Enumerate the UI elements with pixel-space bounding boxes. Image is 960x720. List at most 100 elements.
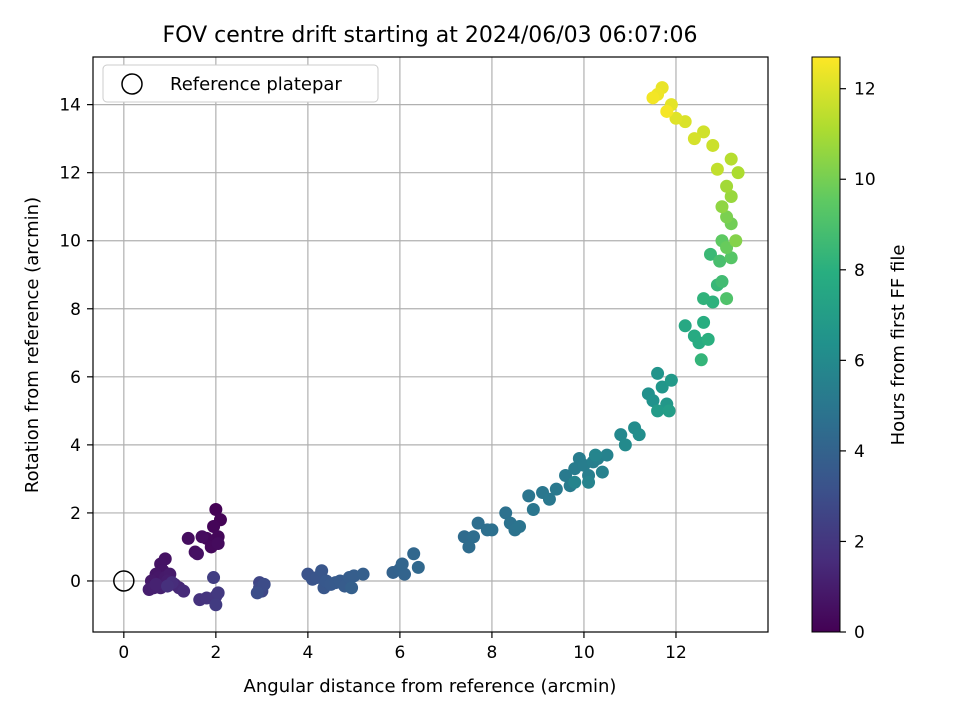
data-point: [177, 584, 191, 598]
data-point: [600, 448, 614, 462]
data-point: [703, 247, 717, 261]
y-tick-label: 10: [59, 232, 81, 252]
data-point: [411, 560, 425, 574]
x-axis-ticks: 0 2 4 6 8 10 12: [118, 632, 687, 663]
data-point: [559, 468, 573, 482]
data-point: [407, 547, 421, 561]
data-point: [485, 523, 499, 537]
legend-box: [102, 64, 379, 103]
data-point: [549, 482, 563, 496]
data-point: [662, 404, 676, 418]
data-point: [651, 404, 665, 418]
data-point: [646, 91, 660, 105]
x-tick-label: 4: [302, 643, 313, 663]
colorbar-ticks: 0 2 4 6 8 10 12: [840, 80, 876, 643]
data-point: [655, 380, 669, 394]
data-point: [664, 373, 678, 387]
data-point: [568, 475, 582, 489]
y-axis-ticks: 0 2 4 6 8 10 12 14: [59, 96, 93, 592]
data-point: [195, 530, 209, 544]
data-point: [715, 200, 729, 214]
data-point: [724, 251, 738, 265]
data-point: [720, 210, 734, 224]
colorbar-gradient: [811, 56, 841, 633]
data-point: [467, 530, 481, 544]
data-point: [526, 503, 540, 517]
colorbar-tick-label: 8: [854, 261, 865, 281]
x-tick-label: 12: [665, 643, 687, 663]
colorbar-tick-label: 10: [854, 170, 876, 190]
colorbar-tick-label: 4: [854, 442, 865, 462]
legend-marker-icon: [121, 73, 143, 95]
data-point: [697, 315, 711, 329]
data-point: [729, 234, 743, 248]
data-point: [395, 557, 409, 571]
legend: Reference platepar: [102, 64, 379, 103]
data-point: [669, 111, 683, 125]
data-point: [345, 581, 359, 595]
data-point: [651, 366, 665, 380]
y-axis-label: Rotation from reference (arcmin): [22, 197, 43, 493]
data-point: [499, 506, 513, 520]
data-point: [697, 125, 711, 139]
data-point: [513, 520, 527, 534]
data-point: [149, 577, 163, 591]
data-point: [207, 571, 221, 585]
chart-title: FOV centre drift starting at 2024/06/03 …: [163, 23, 698, 48]
x-tick-label: 0: [118, 643, 129, 663]
y-tick-label: 4: [70, 436, 81, 456]
data-point: [720, 179, 734, 193]
x-axis-label: Angular distance from reference (arcmin): [244, 676, 617, 697]
data-point: [720, 292, 734, 306]
y-tick-label: 0: [70, 572, 81, 592]
colorbar-tick-label: 0: [854, 623, 865, 643]
data-point: [462, 540, 476, 554]
data-point: [209, 598, 223, 612]
data-point: [207, 520, 221, 534]
data-point: [720, 241, 734, 255]
reference-platepar-marker: [113, 570, 135, 592]
data-point: [190, 547, 204, 561]
plot-frame: [92, 56, 769, 633]
data-point: [457, 530, 471, 544]
data-point: [398, 567, 412, 581]
data-point: [646, 394, 660, 408]
data-point: [713, 254, 727, 268]
reference-marker-layer: [113, 570, 135, 592]
scatter-points: [142, 81, 745, 612]
data-point: [618, 438, 632, 452]
data-point: [595, 465, 609, 479]
x-tick-label: 2: [210, 643, 221, 663]
legend-label: Reference platepar: [170, 74, 342, 95]
data-point: [632, 428, 646, 442]
x-tick-label: 8: [487, 643, 498, 663]
data-point: [356, 567, 370, 581]
colorbar-tick-label: 6: [854, 351, 865, 371]
data-point: [209, 503, 223, 517]
data-point: [211, 586, 225, 600]
data-point: [161, 579, 175, 593]
data-point: [731, 166, 745, 180]
data-point: [710, 162, 724, 176]
data-point: [678, 319, 692, 333]
data-point: [697, 292, 711, 306]
x-tick-label: 10: [573, 643, 595, 663]
y-tick-label: 6: [70, 368, 81, 388]
data-point: [694, 353, 708, 367]
data-point: [542, 492, 556, 506]
data-point: [706, 138, 720, 152]
x-tick-label: 6: [394, 643, 405, 663]
colorbar-label: Hours from first FF file: [888, 245, 909, 446]
data-point: [471, 516, 485, 530]
data-point: [522, 489, 536, 503]
y-tick-label: 2: [70, 504, 81, 524]
colorbar: 0 2 4 6 8 10 12 Hours from first FF file: [811, 56, 909, 643]
data-point: [582, 475, 596, 489]
data-point: [701, 332, 715, 346]
data-point: [181, 531, 195, 545]
y-tick-label: 12: [59, 164, 81, 184]
data-point: [724, 189, 738, 203]
data-point: [250, 586, 264, 600]
data-point: [724, 152, 738, 166]
